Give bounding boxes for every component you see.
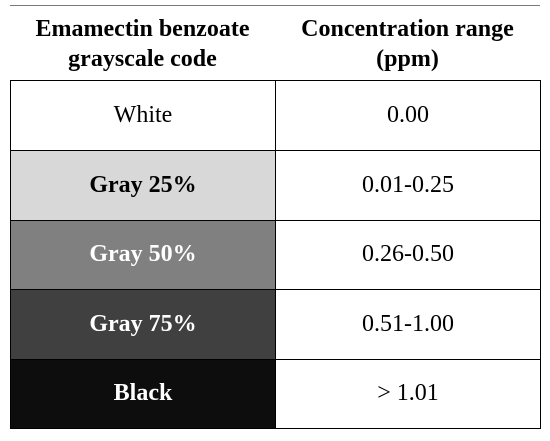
table-row: White 0.00: [11, 81, 540, 151]
grayscale-code-cell: Gray 50%: [11, 220, 276, 290]
grayscale-code-cell: White: [11, 81, 276, 151]
header-grayscale-code-line1: Emamectin benzoate: [35, 16, 250, 42]
header-grayscale-code: Emamectin benzoate grayscale code: [10, 8, 275, 80]
concentration-range-cell: 0.26-0.50: [276, 220, 540, 290]
concentration-range-cell: 0.51-1.00: [276, 290, 540, 359]
header-concentration-range-line2: (ppm): [376, 46, 439, 72]
table-row: Gray 75% 0.51-1.00: [11, 289, 540, 359]
grayscale-code-cell: Black: [11, 359, 276, 428]
grayscale-code-cell: Gray 75%: [11, 290, 276, 359]
table-row: Gray 25% 0.01-0.25: [11, 150, 540, 220]
table-header: Emamectin benzoate grayscale code Concen…: [10, 8, 540, 80]
concentration-range-cell: 0.00: [276, 81, 540, 151]
table-row: Gray 50% 0.26-0.50: [11, 219, 540, 290]
concentration-range-cell: 0.01-0.25: [276, 151, 540, 220]
table-row: Black > 1.01: [11, 358, 540, 428]
top-rule: [10, 5, 540, 6]
grayscale-code-cell: Gray 25%: [11, 151, 276, 220]
header-concentration-range: Concentration range (ppm): [275, 8, 540, 80]
table-body: White 0.00 Gray 25% 0.01-0.25 Gray 50% 0…: [10, 80, 541, 429]
header-grayscale-code-line2: grayscale code: [68, 46, 217, 72]
concentration-range-cell: > 1.01: [276, 359, 540, 428]
header-concentration-range-line1: Concentration range: [301, 16, 514, 42]
